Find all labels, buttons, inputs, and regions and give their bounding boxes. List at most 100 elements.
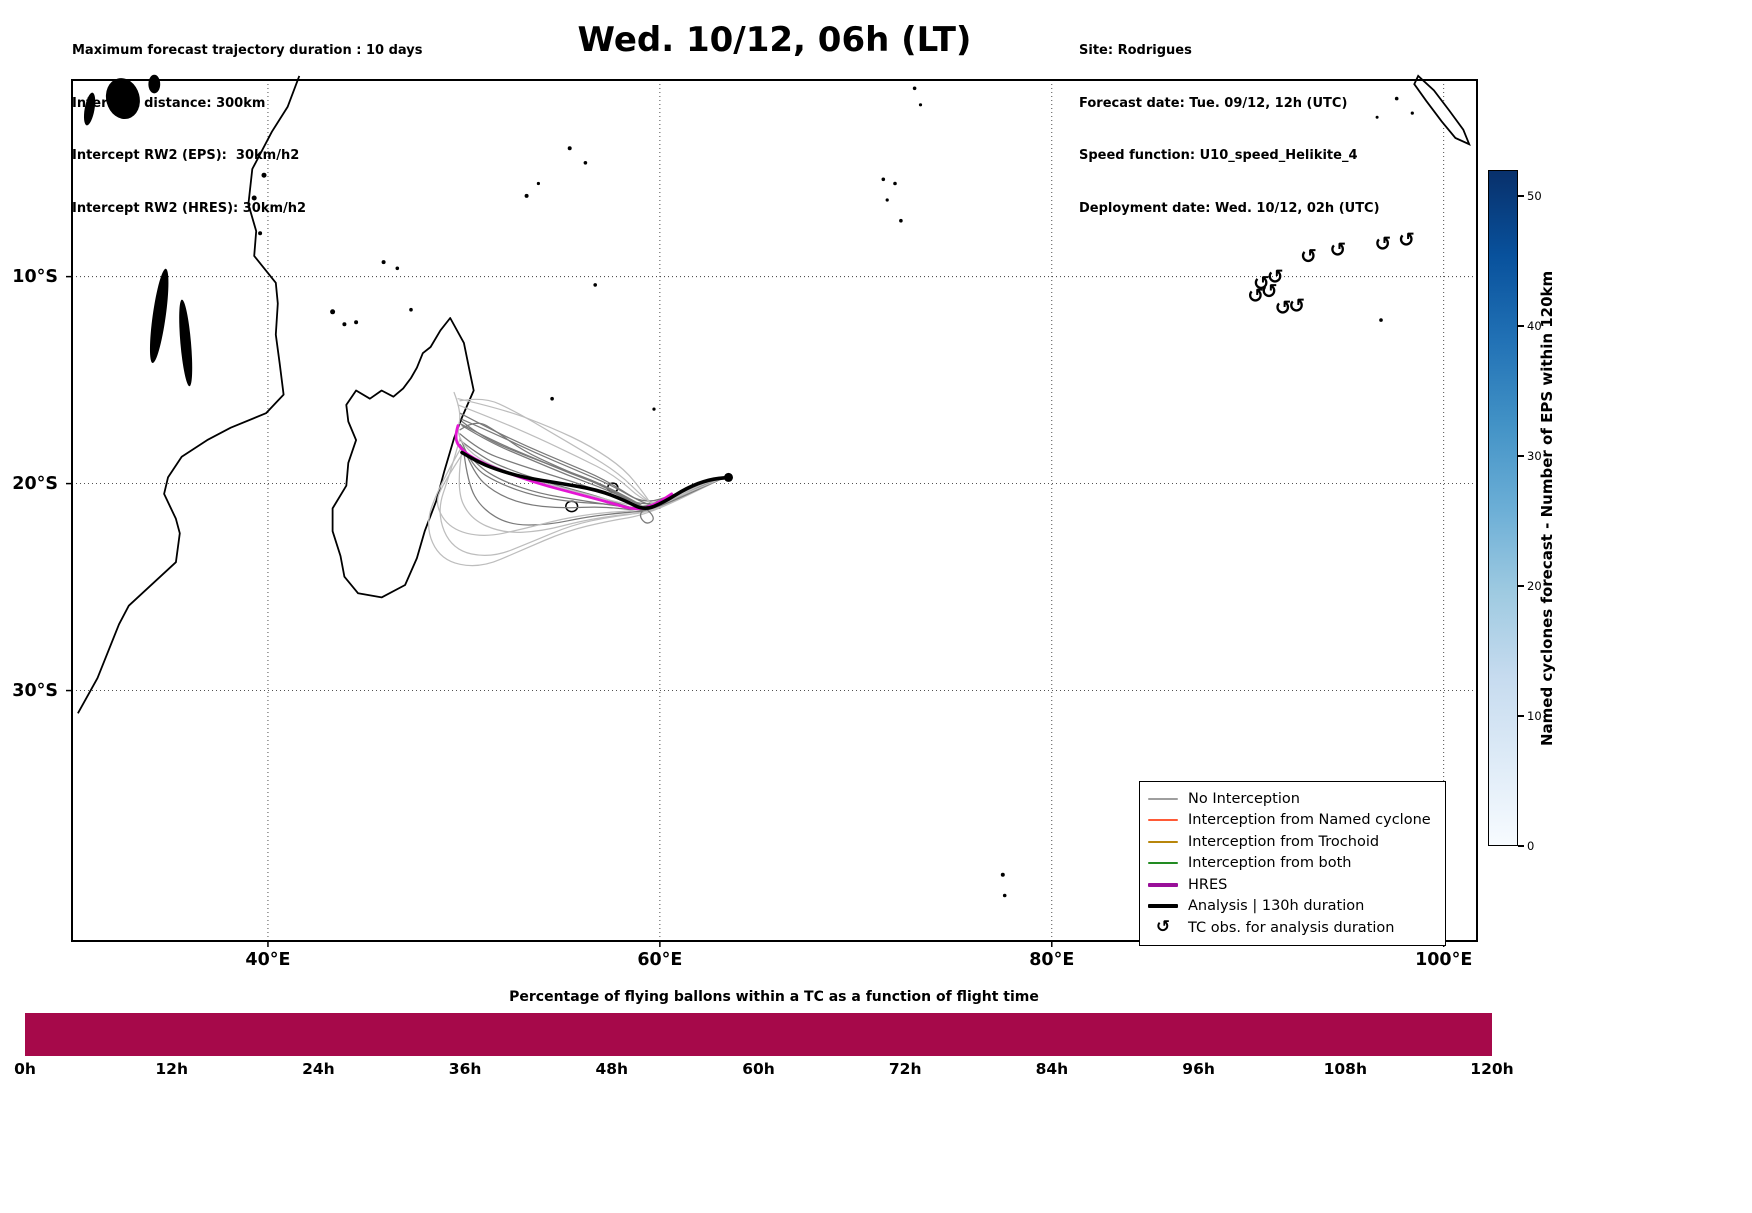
colorbar-label: Named cyclones forecast - Number of EPS … (1538, 270, 1556, 746)
eps-trajectory (459, 398, 726, 504)
y-axis-tick-label: 10°S (12, 266, 58, 287)
colorbar (1488, 170, 1518, 846)
island-outline (565, 500, 579, 513)
island-dot (354, 320, 359, 325)
x-axis-tick-label: 80°E (1029, 950, 1075, 970)
island-dot (899, 218, 903, 223)
bottom-chart-title: Percentage of flying ballons within a TC… (509, 989, 1039, 1005)
highlight-tracks (454, 424, 733, 511)
island-dot (550, 396, 554, 401)
bottom-axis-tick-label: 24h (302, 1060, 335, 1078)
legend-line (1148, 904, 1178, 909)
site-line: Site: Rodrigues (1079, 43, 1192, 58)
legend-item: Interception from both (1148, 853, 1437, 875)
legend-item: No Interception (1148, 788, 1437, 810)
eps-trajectory (459, 433, 726, 511)
bottom-axis-tick-label: 72h (888, 1060, 922, 1078)
island-dot (885, 198, 889, 202)
analysis-trajectory (460, 450, 731, 510)
legend-item-label: No Interception (1188, 790, 1300, 807)
island-dot (918, 103, 923, 107)
legend-line-swatch (1148, 882, 1178, 887)
island-dot (1394, 96, 1399, 101)
intercept-rw2-hres-line: Intercept RW2 (HRES): 30km/h2 (72, 200, 307, 216)
island-dot (524, 193, 529, 198)
intercept-distance-line: Intercept distance: 300km (72, 95, 266, 111)
eps-trajectory (459, 422, 726, 524)
legend-item-label: Interception from Trochoid (1188, 833, 1380, 850)
legend-line-swatch (1148, 819, 1178, 822)
y-axis-tick-label: 30°S (12, 680, 58, 701)
tc-obs-icon: ↺ (1261, 279, 1278, 303)
eps-trajectory (463, 447, 726, 511)
madagascar-coastline (331, 317, 475, 599)
legend-line (1148, 862, 1178, 865)
cyclone-glyph: ↺ (1155, 917, 1171, 938)
eps-trajectory (461, 418, 726, 502)
tc-obs-icon: ↺ (1398, 227, 1415, 251)
eps-trajectory (461, 441, 726, 509)
colorbar-tick-label: 20 (1527, 579, 1542, 593)
legend-item-label: Interception from Named cyclone (1188, 812, 1431, 829)
island-dot (381, 260, 386, 265)
legend-line-swatch (1148, 904, 1178, 909)
x-axis-tick-label: 60°E (637, 950, 683, 970)
eps-trajectory (428, 445, 726, 567)
tc-obs-icon: ↺ (1253, 271, 1270, 295)
island-dot (330, 309, 336, 315)
legend-item-label: Interception from both (1188, 855, 1352, 872)
max-duration-line: Maximum forecast trajectory duration : 1… (72, 43, 423, 58)
forecast-date-line: Forecast date: Tue. 09/12, 12h (UTC) (1079, 95, 1348, 111)
bottom-axis-tick-label: 108h (1323, 1060, 1367, 1078)
analysis-endpoint-dot (724, 472, 733, 482)
y-axis-tick-label: 20°S (12, 473, 58, 494)
tc-obs-icon: ↺ (1275, 296, 1292, 320)
island-dot (912, 86, 917, 91)
island-dot (593, 283, 597, 287)
eps-trajectory (459, 412, 726, 506)
colorbar-tick-label: 40 (1527, 319, 1542, 333)
island-outline (606, 482, 619, 494)
bottom-axis-tick-label: 60h (742, 1060, 775, 1078)
island-dot (583, 161, 588, 165)
island-dot (1410, 111, 1414, 115)
island-dot (1002, 893, 1007, 898)
colorbar-tickmark (1518, 845, 1524, 847)
eps-trajectory (459, 422, 726, 508)
island-dot (1379, 318, 1383, 322)
eps-trajectory (457, 404, 726, 504)
x-axis-tick-label: 40°E (245, 950, 291, 970)
island-dot (652, 407, 656, 411)
legend-item-label: HRES (1188, 876, 1228, 893)
legend-line (1148, 882, 1178, 887)
colorbar-tickmark (1518, 585, 1524, 587)
deployment-date-line: Deployment date: Wed. 10/12, 02h (UTC) (1079, 200, 1380, 216)
eps-trajectory (458, 449, 726, 533)
bottom-axis-tick-label: 0h (14, 1060, 36, 1078)
legend-item-label: Analysis | 130h duration (1188, 898, 1365, 915)
island-dot (1000, 872, 1005, 877)
colorbar-tick-label: 10 (1527, 709, 1542, 723)
tc-percentage-bar (25, 1013, 1492, 1056)
page-title: Wed. 10/12, 06h (LT) (577, 20, 972, 60)
legend-line (1148, 797, 1178, 800)
site-info-block: Site: Rodrigues Forecast date: Tue. 09/1… (1079, 7, 1380, 252)
bottom-axis-tick-label: 36h (448, 1060, 482, 1078)
eps-trajectory (459, 443, 726, 509)
tc-obs-icon: ↺ (1288, 294, 1305, 318)
eps-trajectory (457, 398, 726, 505)
eps-trajectory (461, 420, 726, 509)
bottom-axis-tick-label: 12h (155, 1060, 188, 1078)
eps-trajectory (461, 424, 726, 505)
lake-shape (179, 299, 193, 387)
speed-function-line: Speed function: U10_speed_Helikite_4 (1079, 148, 1358, 163)
bottom-axis-tick-label: 48h (595, 1060, 629, 1078)
x-axis-tick-label: 100°E (1415, 950, 1473, 970)
bottom-axis-tick-label: 96h (1182, 1060, 1215, 1078)
eps-trajectories (428, 391, 726, 567)
eps-trajectory (439, 437, 726, 556)
colorbar-tick-label: 0 (1527, 839, 1535, 853)
legend-line-swatch (1148, 840, 1178, 843)
colorbar-tick-label: 50 (1527, 189, 1542, 203)
